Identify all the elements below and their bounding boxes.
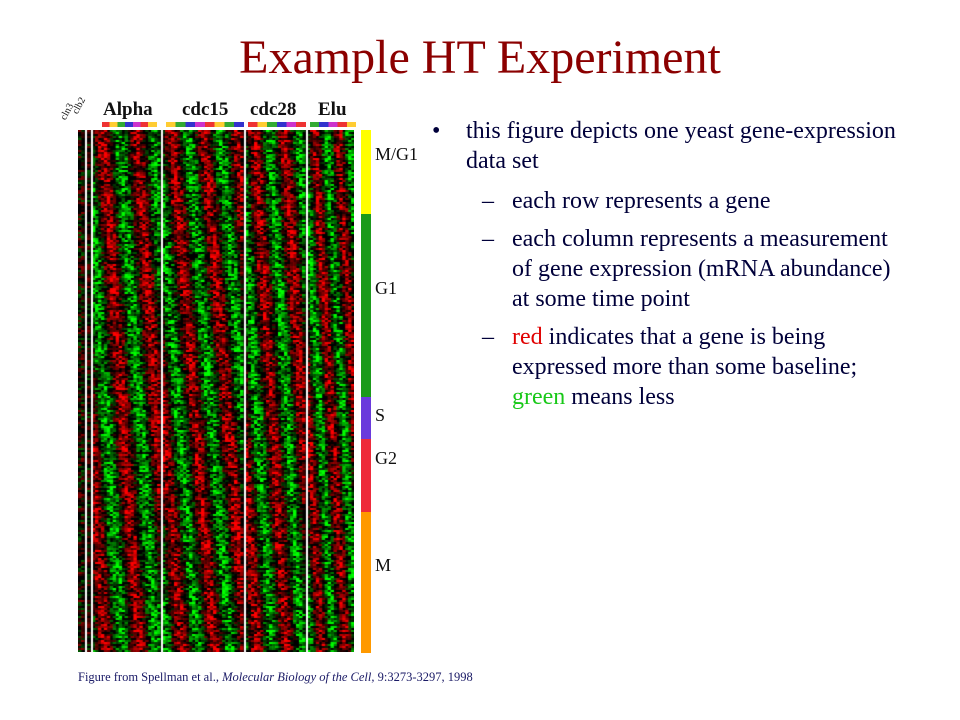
bullet-text-main: this figure depicts one yeast gene-expre… [466, 118, 896, 174]
green-keyword: green [512, 384, 566, 410]
bullet-text-column: each column represents a measurement of … [512, 226, 891, 312]
column-group-cdc28: cdc28 [250, 99, 297, 120]
figure-caption: Figure from Spellman et al., Molecular B… [78, 669, 473, 685]
red-keyword: red [512, 324, 543, 350]
phase-bar-g1 [361, 214, 371, 397]
caption-citation: 9:3273-3297, 1998 [374, 670, 473, 684]
bullet-subitem-row: – each row represents a gene [430, 186, 910, 216]
phase-bar-g2 [361, 439, 371, 512]
phase-bar-s [361, 397, 371, 439]
color-text-middle: indicates that a gene is being expressed… [512, 324, 858, 380]
timepoint-strip-cdc28 [248, 122, 306, 127]
column-group-cdc15: cdc15 [182, 99, 229, 120]
bullet-subitem-color: – red indicates that a gene is being exp… [430, 322, 910, 412]
color-text-end: means less [565, 384, 675, 410]
bullet-list: • this figure depicts one yeast gene-exp… [430, 116, 910, 420]
phase-label-m: M [375, 554, 392, 575]
caption-prefix: Figure from Spellman et al., [78, 670, 223, 684]
heatmap-figure: cln3 clb2 Alpha cdc15 cdc28 Elu M/G1 G1 S G… [58, 95, 430, 662]
timepoint-strip-cdc15 [166, 122, 244, 127]
column-group-alpha: Alpha [103, 99, 153, 120]
bullet-subitem-column: – each column represents a measurement o… [430, 224, 910, 314]
bullet-text-color: red indicates that a gene is being expre… [512, 324, 857, 410]
heatmap-canvas [78, 130, 354, 652]
timepoint-strip-elu [310, 122, 356, 127]
phase-label-g1: G1 [375, 277, 397, 298]
column-group-elu: Elu [318, 99, 347, 120]
timepoint-strip-alpha [102, 122, 157, 127]
caption-journal: Molecular Biology of the Cell, [222, 670, 375, 684]
bullet-dot-icon: • [432, 118, 441, 144]
phase-bar-m [361, 512, 371, 653]
bullet-dash-icon: – [482, 226, 494, 252]
slide-title: Example HT Experiment [239, 31, 721, 84]
phase-label-s: S [375, 405, 386, 425]
phase-label-g2: G2 [375, 447, 397, 468]
phase-bar-m-g1 [361, 130, 371, 214]
expression-heatmap [78, 130, 354, 652]
bullet-text-row: each row represents a gene [512, 188, 771, 214]
bullet-dash-icon: – [482, 188, 494, 214]
condition-label-clb2: clb2 [70, 95, 89, 116]
phase-label-m-g1: M/G1 [375, 144, 419, 164]
bullet-dash-icon: – [482, 324, 494, 350]
bullet-item-main: • this figure depicts one yeast gene-exp… [430, 116, 910, 176]
